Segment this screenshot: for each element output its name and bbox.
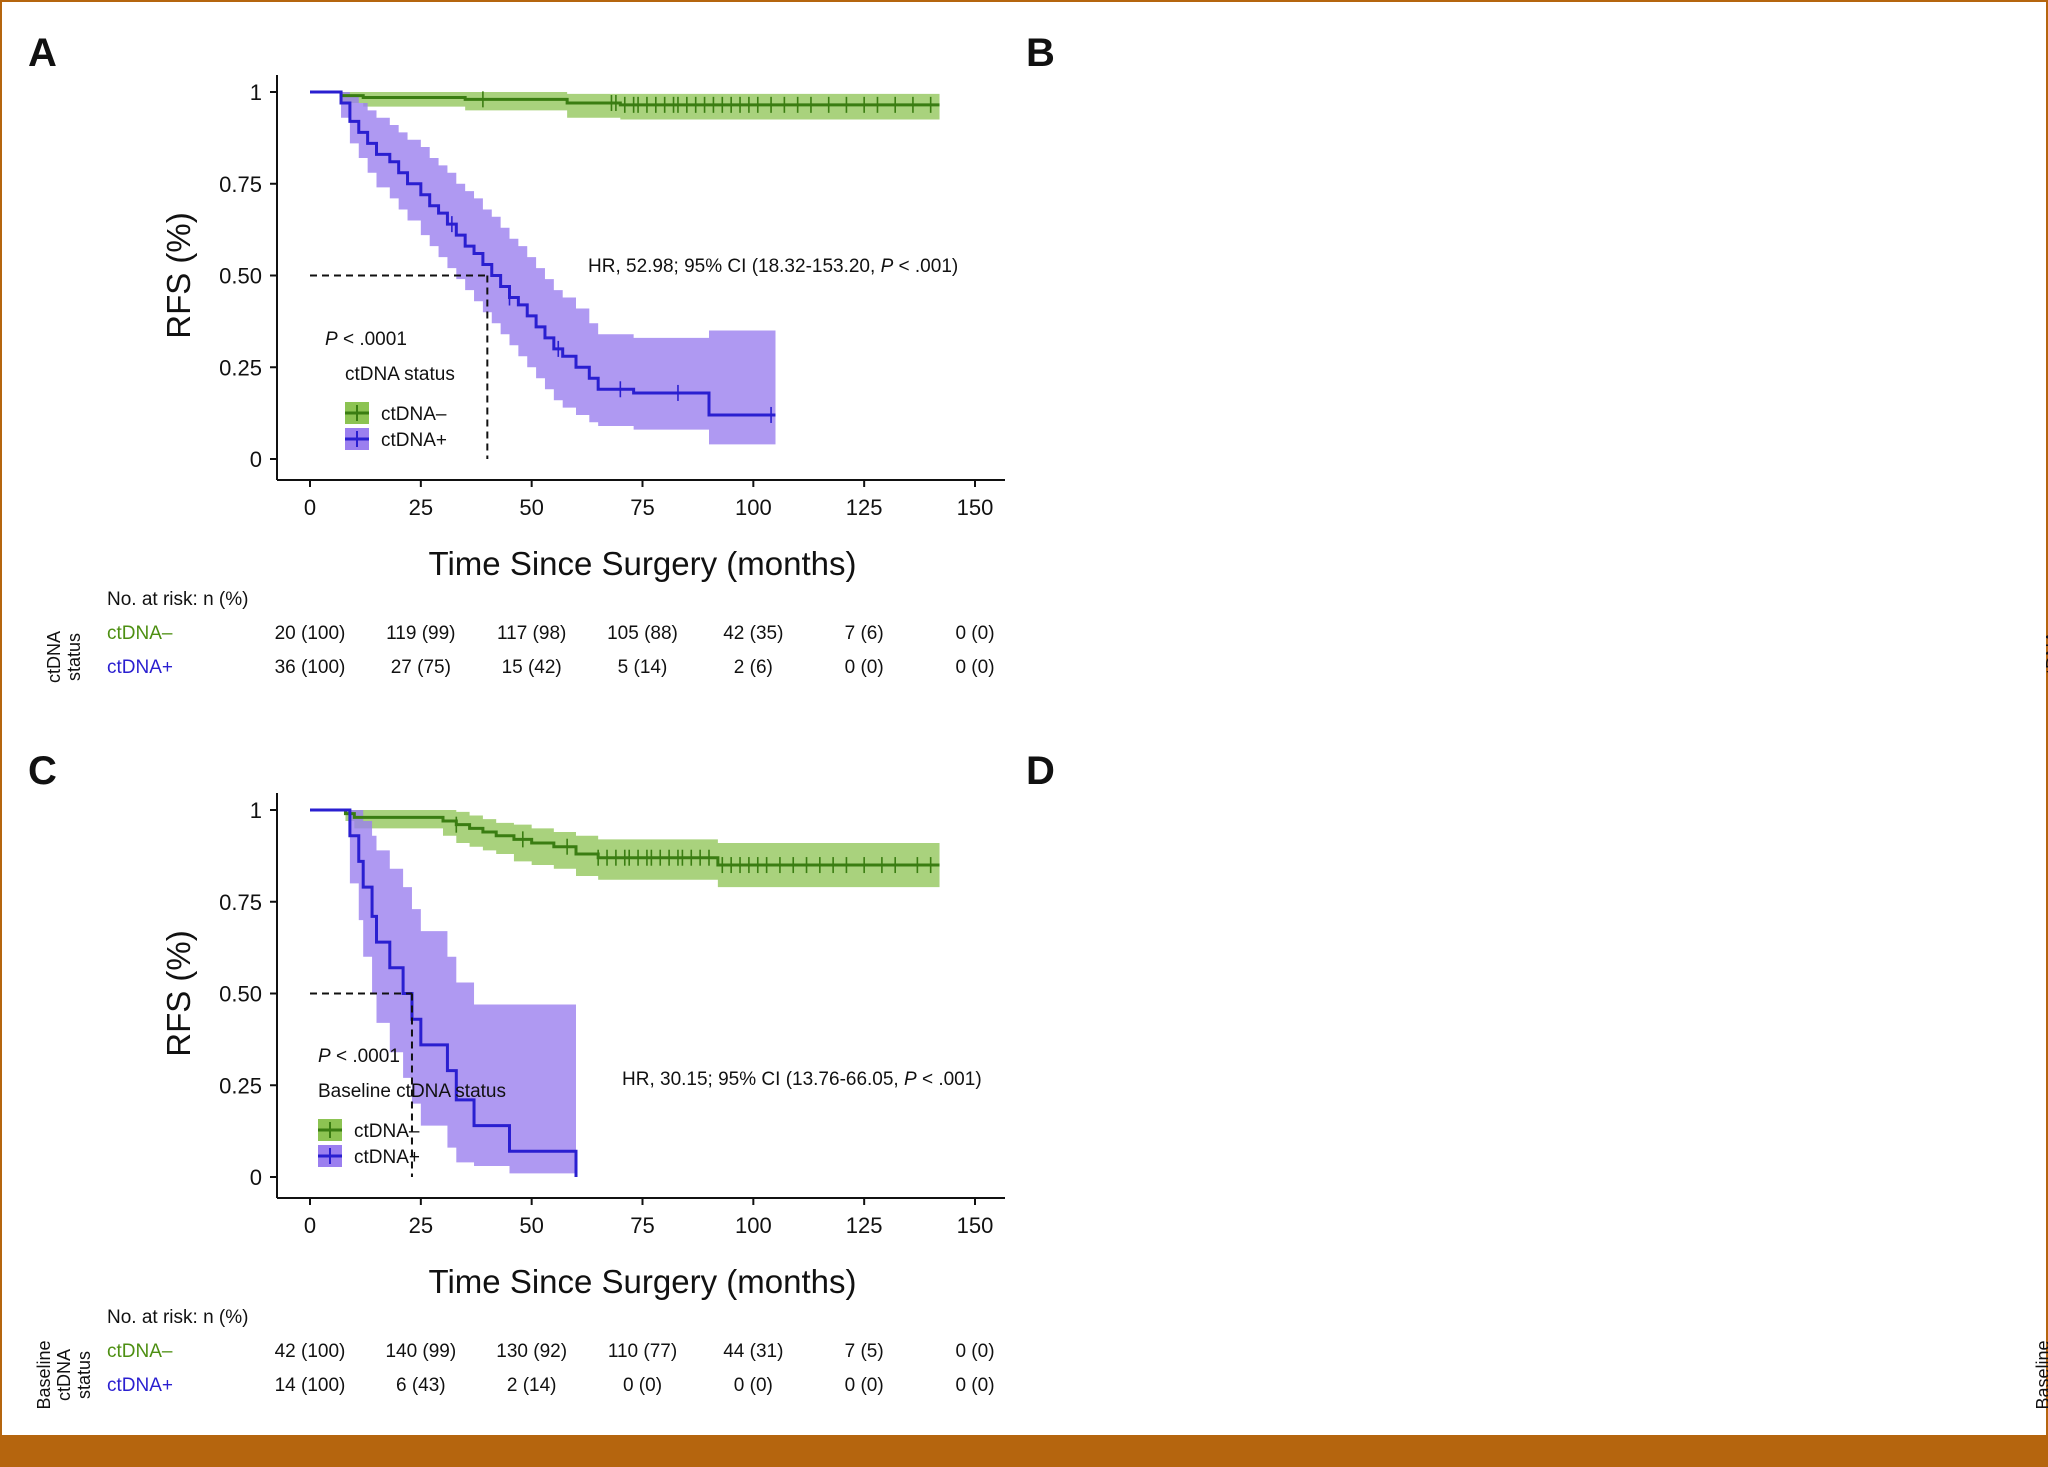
ci-band-ctdna-pos	[310, 810, 576, 1177]
risk-row-label: ctDNA+	[107, 657, 173, 678]
x-tick-label: 150	[957, 1213, 994, 1238]
risk-cell: 6 (43)	[396, 1375, 446, 1396]
y-tick-label: 1	[250, 80, 262, 105]
km-panel-c: C 0 0.25 0.50 0.75 1 0 25 50 75 100 125 150 Time Sinc…	[28, 749, 1005, 1410]
risk-row-label: ctDNA–	[107, 1341, 173, 1362]
y-tick-label: 0.75	[219, 890, 262, 915]
risk-cell: 0 (0)	[955, 657, 994, 678]
risk-cell: 7 (6)	[845, 623, 884, 644]
risk-side-label: status	[74, 1351, 94, 1399]
risk-side-label: ctDNA	[2043, 631, 2048, 683]
risk-cell: 27 (75)	[391, 657, 451, 678]
risk-cell: 0 (0)	[845, 657, 884, 678]
risk-table-header: No. at risk: n (%)	[107, 589, 248, 610]
risk-cell: 0 (0)	[955, 1375, 994, 1396]
x-tick-label: 25	[409, 1213, 433, 1238]
x-axis-title: Time Since Surgery (months)	[429, 1263, 857, 1300]
x-tick-label: 125	[846, 1213, 883, 1238]
y-tick-label: 0	[250, 1165, 262, 1190]
panel-letter: A	[28, 31, 57, 75]
risk-cell: 0 (0)	[734, 1375, 773, 1396]
x-axis-title: Time Since Surgery (months)	[429, 545, 857, 582]
risk-cell: 15 (42)	[502, 657, 562, 678]
bottom-color-bar	[0, 1435, 2048, 1467]
risk-side-label: Baseline	[34, 1340, 54, 1409]
risk-cell: 42 (100)	[275, 1341, 346, 1362]
risk-row-label: ctDNA+	[107, 1375, 173, 1396]
x-tick-label: 75	[630, 495, 654, 520]
risk-cell: 110 (77)	[608, 1341, 677, 1362]
risk-side-label: ctDNA	[54, 1349, 74, 1401]
x-tick-label: 50	[519, 1213, 543, 1238]
p-value-text: P < .0001	[318, 1046, 400, 1067]
risk-cell: 105 (88)	[607, 623, 678, 644]
risk-cell: 7 (5)	[845, 1341, 884, 1362]
x-tick-label: 0	[304, 495, 316, 520]
hr-annotation: HR, 52.98; 95% CI (18.32-153.20, P < .00…	[588, 256, 958, 277]
risk-cell: 44 (31)	[723, 1341, 783, 1362]
risk-cell: 140 (99)	[385, 1341, 456, 1362]
risk-cell: 14 (100)	[275, 1375, 346, 1396]
x-tick-label: 100	[735, 495, 772, 520]
survival-line-ctdna-pos	[310, 808, 578, 1177]
risk-side-label: status	[64, 633, 84, 681]
x-tick-label: 125	[846, 495, 883, 520]
risk-table-header: No. at risk: n (%)	[107, 1307, 248, 1328]
y-tick-label: 0.25	[219, 355, 262, 380]
x-tick-label: 75	[630, 1213, 654, 1238]
risk-cell: 2 (14)	[507, 1375, 557, 1396]
panel-letter: B	[1026, 31, 1055, 75]
risk-cell: 117 (98)	[497, 623, 566, 644]
legend-title: ctDNA status	[345, 364, 455, 385]
p-value-text: P < .0001	[325, 329, 407, 350]
risk-cell: 2 (6)	[734, 657, 773, 678]
legend-label: ctDNA–	[354, 1121, 420, 1142]
km-panel-a: A 0 0.25 0.50 0.75 1 0 25 50 75 100 125 150 Time Sinc…	[28, 31, 1005, 683]
risk-cell: 20 (100)	[275, 623, 346, 644]
risk-cell: 119 (99)	[386, 623, 455, 644]
legend-title: Baseline ctDNA status	[318, 1081, 506, 1102]
risk-cell: 130 (92)	[496, 1341, 567, 1362]
y-tick-label: 0.50	[219, 982, 262, 1007]
risk-cell: 0 (0)	[845, 1375, 884, 1396]
y-tick-label: 0.25	[219, 1073, 262, 1098]
risk-cell: 0 (0)	[623, 1375, 662, 1396]
legend-label: ctDNA+	[381, 430, 447, 451]
y-tick-label: 0.75	[219, 172, 262, 197]
x-tick-label: 50	[519, 495, 543, 520]
y-axis-title: RFS (%)	[160, 212, 197, 339]
legend-label: ctDNA+	[354, 1147, 420, 1168]
risk-cell: 42 (35)	[723, 623, 783, 644]
x-tick-label: 0	[304, 1213, 316, 1238]
risk-cell: 0 (0)	[955, 1341, 994, 1362]
y-tick-label: 1	[250, 798, 262, 823]
risk-cell: 5 (14)	[618, 657, 668, 678]
x-tick-label: 150	[957, 495, 994, 520]
risk-side-label: Baseline	[2033, 1340, 2048, 1409]
legend-label: ctDNA–	[381, 404, 447, 425]
ci-band-ctdna-pos	[310, 92, 776, 445]
survival-line-ctdna-neg	[310, 808, 940, 867]
ci-band-ctdna-neg	[310, 810, 940, 888]
risk-cell: 0 (0)	[955, 623, 994, 644]
x-tick-label: 100	[735, 1213, 772, 1238]
panel-letter: D	[1026, 749, 1055, 793]
y-tick-label: 0	[250, 447, 262, 472]
y-axis-title: RFS (%)	[160, 930, 197, 1057]
survival-line-ctdna-pos	[310, 90, 776, 417]
x-tick-label: 25	[409, 495, 433, 520]
risk-cell: 36 (100)	[275, 657, 346, 678]
risk-row-label: ctDNA–	[107, 623, 173, 644]
hr-annotation: HR, 30.15; 95% CI (13.76-66.05, P < .001…	[622, 1069, 982, 1090]
y-tick-label: 0.50	[219, 264, 262, 289]
panel-letter: C	[28, 749, 57, 793]
risk-side-label: ctDNA	[44, 631, 64, 683]
